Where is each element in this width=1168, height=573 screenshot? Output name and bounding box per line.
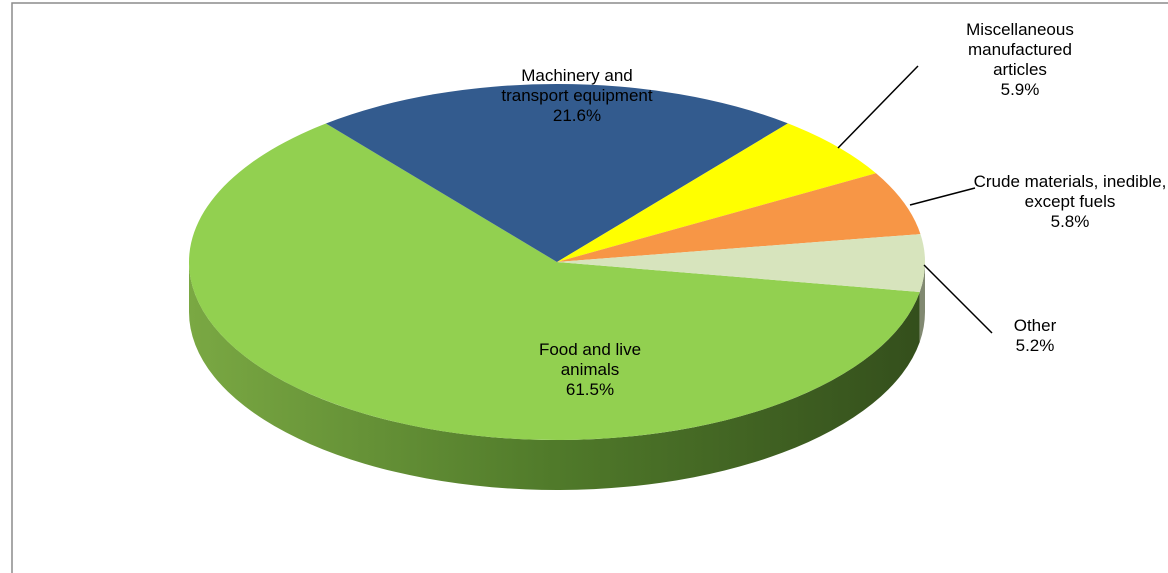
pie-slice xyxy=(557,234,925,292)
pie-tops xyxy=(189,84,925,440)
leader-line xyxy=(923,264,993,334)
value-label: 5.2% xyxy=(1015,336,1055,355)
value-label: 5.9% xyxy=(1000,80,1040,99)
category-label: Other xyxy=(1013,316,1057,335)
category-label: Crude materials, inedible, except fuels xyxy=(973,172,1167,211)
pie-slice xyxy=(557,123,877,262)
label-box: Other 5.2% xyxy=(990,316,1080,356)
label-box: Machinery and transport equipment 21.6% xyxy=(497,66,657,126)
label-box: Miscellaneous manufactured articles 5.9% xyxy=(940,20,1100,100)
pie-side xyxy=(919,262,925,342)
data-label: Crude materials, inedible, except fuels5… xyxy=(972,172,1168,232)
label-box: Crude materials, inedible, except fuels 5… xyxy=(972,172,1168,232)
value-label: 21.6% xyxy=(552,106,602,125)
value-label: 61.5% xyxy=(565,380,615,399)
label-box: Food and live animals 61.5% xyxy=(515,340,665,400)
category-label: Machinery and transport equipment xyxy=(501,66,653,105)
pie-sides xyxy=(189,262,925,490)
category-label: Miscellaneous manufactured articles xyxy=(966,20,1074,79)
category-label: Food and live animals xyxy=(538,340,642,379)
leader-lines xyxy=(837,65,993,334)
pie-slice xyxy=(557,173,921,262)
value-label: 5.8% xyxy=(1050,212,1090,231)
leader-line xyxy=(909,187,976,206)
pie-slice xyxy=(189,123,920,440)
leader-line xyxy=(837,65,919,149)
pie-side xyxy=(189,262,920,490)
pie-slice xyxy=(325,84,788,262)
